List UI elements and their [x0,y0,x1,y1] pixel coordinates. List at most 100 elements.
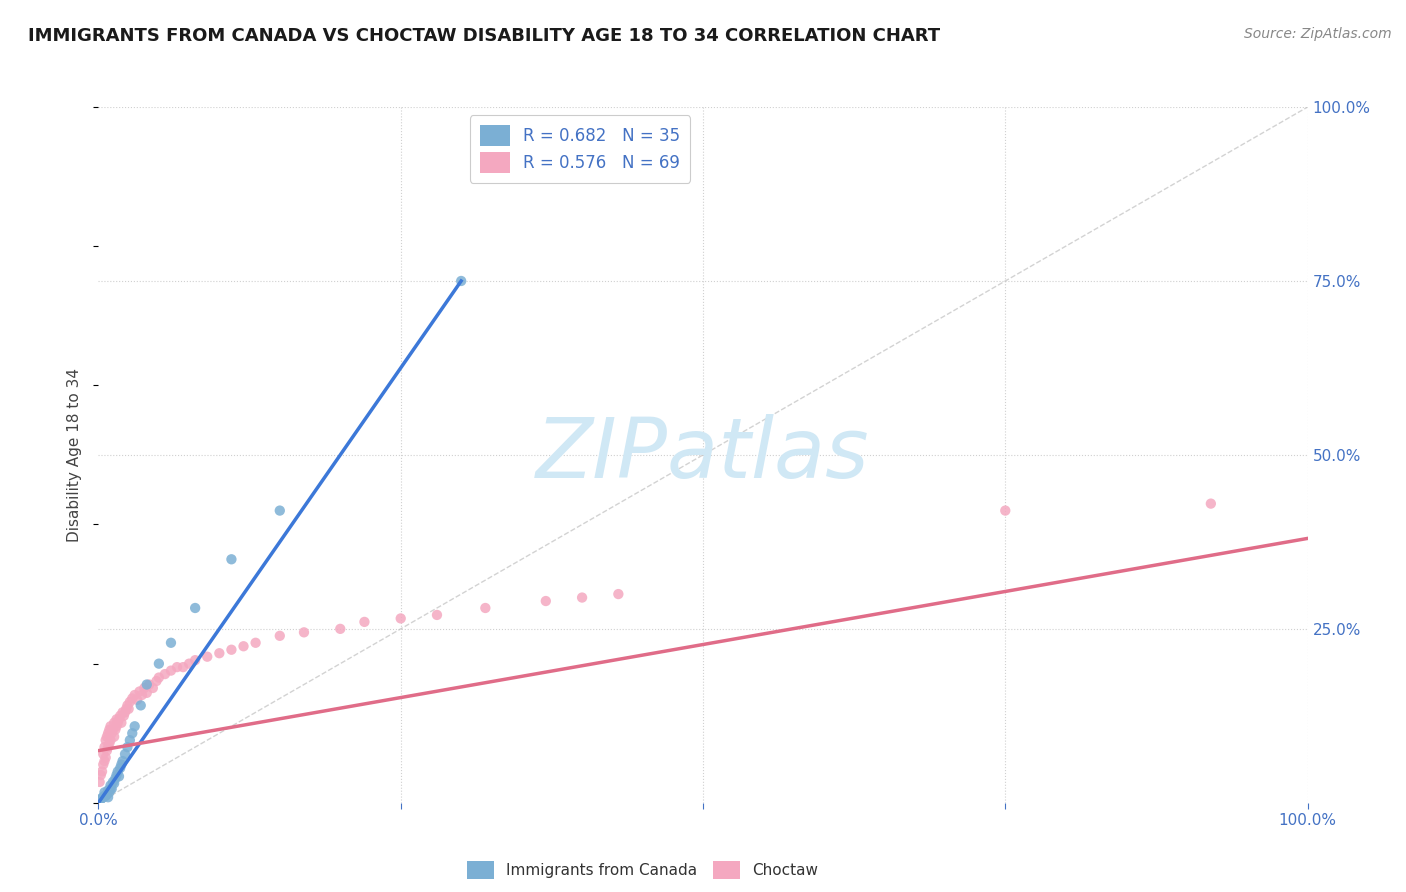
Point [134,681,156,695]
Point [1199,497,1222,511]
Point [111,754,134,768]
Point [269,629,291,643]
Point [100,719,122,733]
Point [112,708,135,723]
Point [104,723,127,737]
Point [474,601,496,615]
Text: ZIPatlas: ZIPatlas [536,415,870,495]
Point [221,552,243,566]
Point [93,785,115,799]
Point [118,695,141,709]
Point [245,636,267,650]
Point [114,706,136,720]
Point [91,757,114,772]
Point [91,790,114,805]
Point [94,789,117,803]
Point [450,274,472,288]
Point [145,674,167,689]
Point [93,789,115,803]
Point [107,715,129,730]
Point [121,726,143,740]
Point [97,740,120,755]
Point [110,715,132,730]
Point [107,764,129,779]
Point [91,747,114,761]
Point [97,783,120,797]
Y-axis label: Disability Age 18 to 34: Disability Age 18 to 34 [67,368,83,542]
Point [571,591,593,605]
Point [94,733,117,747]
Point [110,757,132,772]
Point [329,622,352,636]
Point [98,785,121,799]
Point [98,723,121,737]
Point [91,791,114,805]
Text: IMMIGRANTS FROM CANADA VS CHOCTAW DISABILITY AGE 18 TO 34 CORRELATION CHART: IMMIGRANTS FROM CANADA VS CHOCTAW DISABI… [28,27,941,45]
Point [121,691,143,706]
Point [105,768,128,782]
Point [104,772,127,786]
Point [90,792,112,806]
Point [179,657,201,671]
Point [90,768,112,782]
Point [232,639,254,653]
Text: Source: ZipAtlas.com: Source: ZipAtlas.com [1244,27,1392,41]
Point [142,681,165,695]
Point [108,708,131,723]
Point [166,660,188,674]
Point [607,587,630,601]
Point [221,642,243,657]
Point [108,712,131,726]
Point [184,653,207,667]
Point [98,737,121,751]
Point [118,702,141,716]
Point [97,726,120,740]
Point [131,688,153,702]
Point [292,625,315,640]
Point [100,781,122,796]
Point [184,601,207,615]
Point [101,723,124,737]
Point [124,688,146,702]
Point [389,611,412,625]
Point [114,747,136,761]
Point [160,664,183,678]
Point [148,671,170,685]
Point [118,733,141,747]
Point [89,775,111,789]
Point [108,769,131,783]
Point [135,677,157,691]
Point [115,702,138,716]
Point [93,754,115,768]
Point [100,778,122,792]
Point [91,764,114,779]
Point [160,636,183,650]
Point [100,781,122,796]
Point [172,660,194,674]
Point [138,677,160,691]
Point [208,646,231,660]
Point [100,733,122,747]
Point [103,730,125,744]
Point [108,761,131,775]
Point [128,684,150,698]
Point [97,790,120,805]
Point [96,788,118,802]
Point [534,594,557,608]
Point [135,686,157,700]
Point [93,740,115,755]
Point [105,719,128,733]
Point [111,706,134,720]
Point [153,667,176,681]
Point [103,776,125,790]
Point [127,693,149,707]
Point [148,657,170,671]
Legend: Immigrants from Canada, Choctaw: Immigrants from Canada, Choctaw [461,855,824,886]
Point [105,712,128,726]
Point [129,698,152,713]
Point [101,775,124,789]
Point [124,719,146,733]
Point [994,503,1017,517]
Point [195,649,218,664]
Point [269,503,291,517]
